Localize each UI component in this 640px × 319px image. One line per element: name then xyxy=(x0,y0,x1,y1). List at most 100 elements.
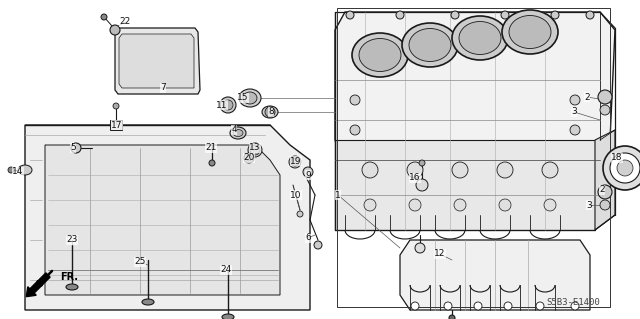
Circle shape xyxy=(610,153,640,183)
Circle shape xyxy=(603,146,640,190)
Circle shape xyxy=(586,11,594,19)
Circle shape xyxy=(248,143,262,157)
Text: 4: 4 xyxy=(231,125,237,135)
Ellipse shape xyxy=(502,10,558,54)
Ellipse shape xyxy=(230,127,246,139)
Circle shape xyxy=(536,302,544,310)
Circle shape xyxy=(8,167,14,173)
Bar xyxy=(110,120,122,130)
Circle shape xyxy=(220,97,236,113)
Circle shape xyxy=(396,11,404,19)
Bar xyxy=(337,8,610,307)
Circle shape xyxy=(451,11,459,19)
Ellipse shape xyxy=(142,299,154,305)
Circle shape xyxy=(600,105,610,115)
Text: 9: 9 xyxy=(305,170,311,180)
Text: 2: 2 xyxy=(584,93,590,101)
Circle shape xyxy=(411,302,419,310)
Circle shape xyxy=(600,200,610,210)
Polygon shape xyxy=(119,34,194,88)
Circle shape xyxy=(101,14,107,20)
Circle shape xyxy=(544,199,556,211)
Text: 22: 22 xyxy=(120,18,131,26)
Text: 6: 6 xyxy=(305,234,311,242)
Text: 25: 25 xyxy=(134,257,146,266)
Circle shape xyxy=(223,100,233,110)
Ellipse shape xyxy=(402,23,458,67)
Circle shape xyxy=(250,145,260,155)
Polygon shape xyxy=(335,12,615,155)
Text: 12: 12 xyxy=(435,249,445,258)
Circle shape xyxy=(449,315,455,319)
Circle shape xyxy=(291,158,299,166)
Ellipse shape xyxy=(359,39,401,71)
Polygon shape xyxy=(400,240,590,310)
Circle shape xyxy=(407,162,423,178)
Text: 3: 3 xyxy=(571,108,577,116)
Text: 7: 7 xyxy=(160,84,166,93)
Circle shape xyxy=(289,156,301,168)
Circle shape xyxy=(542,162,558,178)
Text: 24: 24 xyxy=(220,265,232,275)
Circle shape xyxy=(362,162,378,178)
Circle shape xyxy=(174,71,188,85)
Ellipse shape xyxy=(262,106,278,118)
Ellipse shape xyxy=(409,28,451,62)
Circle shape xyxy=(265,107,275,117)
Ellipse shape xyxy=(452,16,508,60)
Text: 18: 18 xyxy=(611,153,623,162)
Ellipse shape xyxy=(222,314,234,319)
Circle shape xyxy=(501,11,509,19)
Ellipse shape xyxy=(239,89,261,107)
Text: 1: 1 xyxy=(335,190,341,199)
Circle shape xyxy=(113,103,119,109)
Text: 13: 13 xyxy=(249,144,260,152)
Circle shape xyxy=(350,95,360,105)
Circle shape xyxy=(350,125,360,135)
Circle shape xyxy=(209,160,215,166)
Circle shape xyxy=(244,153,254,163)
Circle shape xyxy=(474,302,482,310)
Text: 5: 5 xyxy=(70,144,76,152)
Ellipse shape xyxy=(459,21,501,55)
Circle shape xyxy=(570,125,580,135)
Ellipse shape xyxy=(243,92,257,104)
Text: 21: 21 xyxy=(205,144,217,152)
FancyArrow shape xyxy=(26,273,50,297)
Circle shape xyxy=(409,199,421,211)
Circle shape xyxy=(570,95,580,105)
Ellipse shape xyxy=(509,16,551,48)
Text: 15: 15 xyxy=(237,93,249,102)
Circle shape xyxy=(364,199,376,211)
Text: 17: 17 xyxy=(111,121,123,130)
Circle shape xyxy=(444,302,452,310)
Circle shape xyxy=(497,162,513,178)
Text: 3: 3 xyxy=(586,201,592,210)
Circle shape xyxy=(141,47,169,75)
Circle shape xyxy=(598,185,612,199)
Polygon shape xyxy=(595,130,615,230)
Circle shape xyxy=(598,90,612,104)
Circle shape xyxy=(303,167,313,177)
Ellipse shape xyxy=(18,165,32,175)
Circle shape xyxy=(617,160,633,176)
Circle shape xyxy=(71,143,81,153)
Circle shape xyxy=(571,302,579,310)
Text: 14: 14 xyxy=(12,167,24,176)
Circle shape xyxy=(551,11,559,19)
Circle shape xyxy=(246,155,252,161)
Text: S5B3-E1400: S5B3-E1400 xyxy=(547,298,600,307)
Circle shape xyxy=(454,199,466,211)
Ellipse shape xyxy=(66,284,78,290)
Ellipse shape xyxy=(233,130,243,137)
Text: FR.: FR. xyxy=(60,272,78,282)
Polygon shape xyxy=(25,125,310,310)
Circle shape xyxy=(415,243,425,253)
Polygon shape xyxy=(115,28,200,94)
Text: 8: 8 xyxy=(268,108,274,116)
Circle shape xyxy=(314,241,322,249)
Circle shape xyxy=(419,160,425,166)
Text: 16: 16 xyxy=(409,174,420,182)
Circle shape xyxy=(123,37,137,51)
Circle shape xyxy=(346,11,354,19)
